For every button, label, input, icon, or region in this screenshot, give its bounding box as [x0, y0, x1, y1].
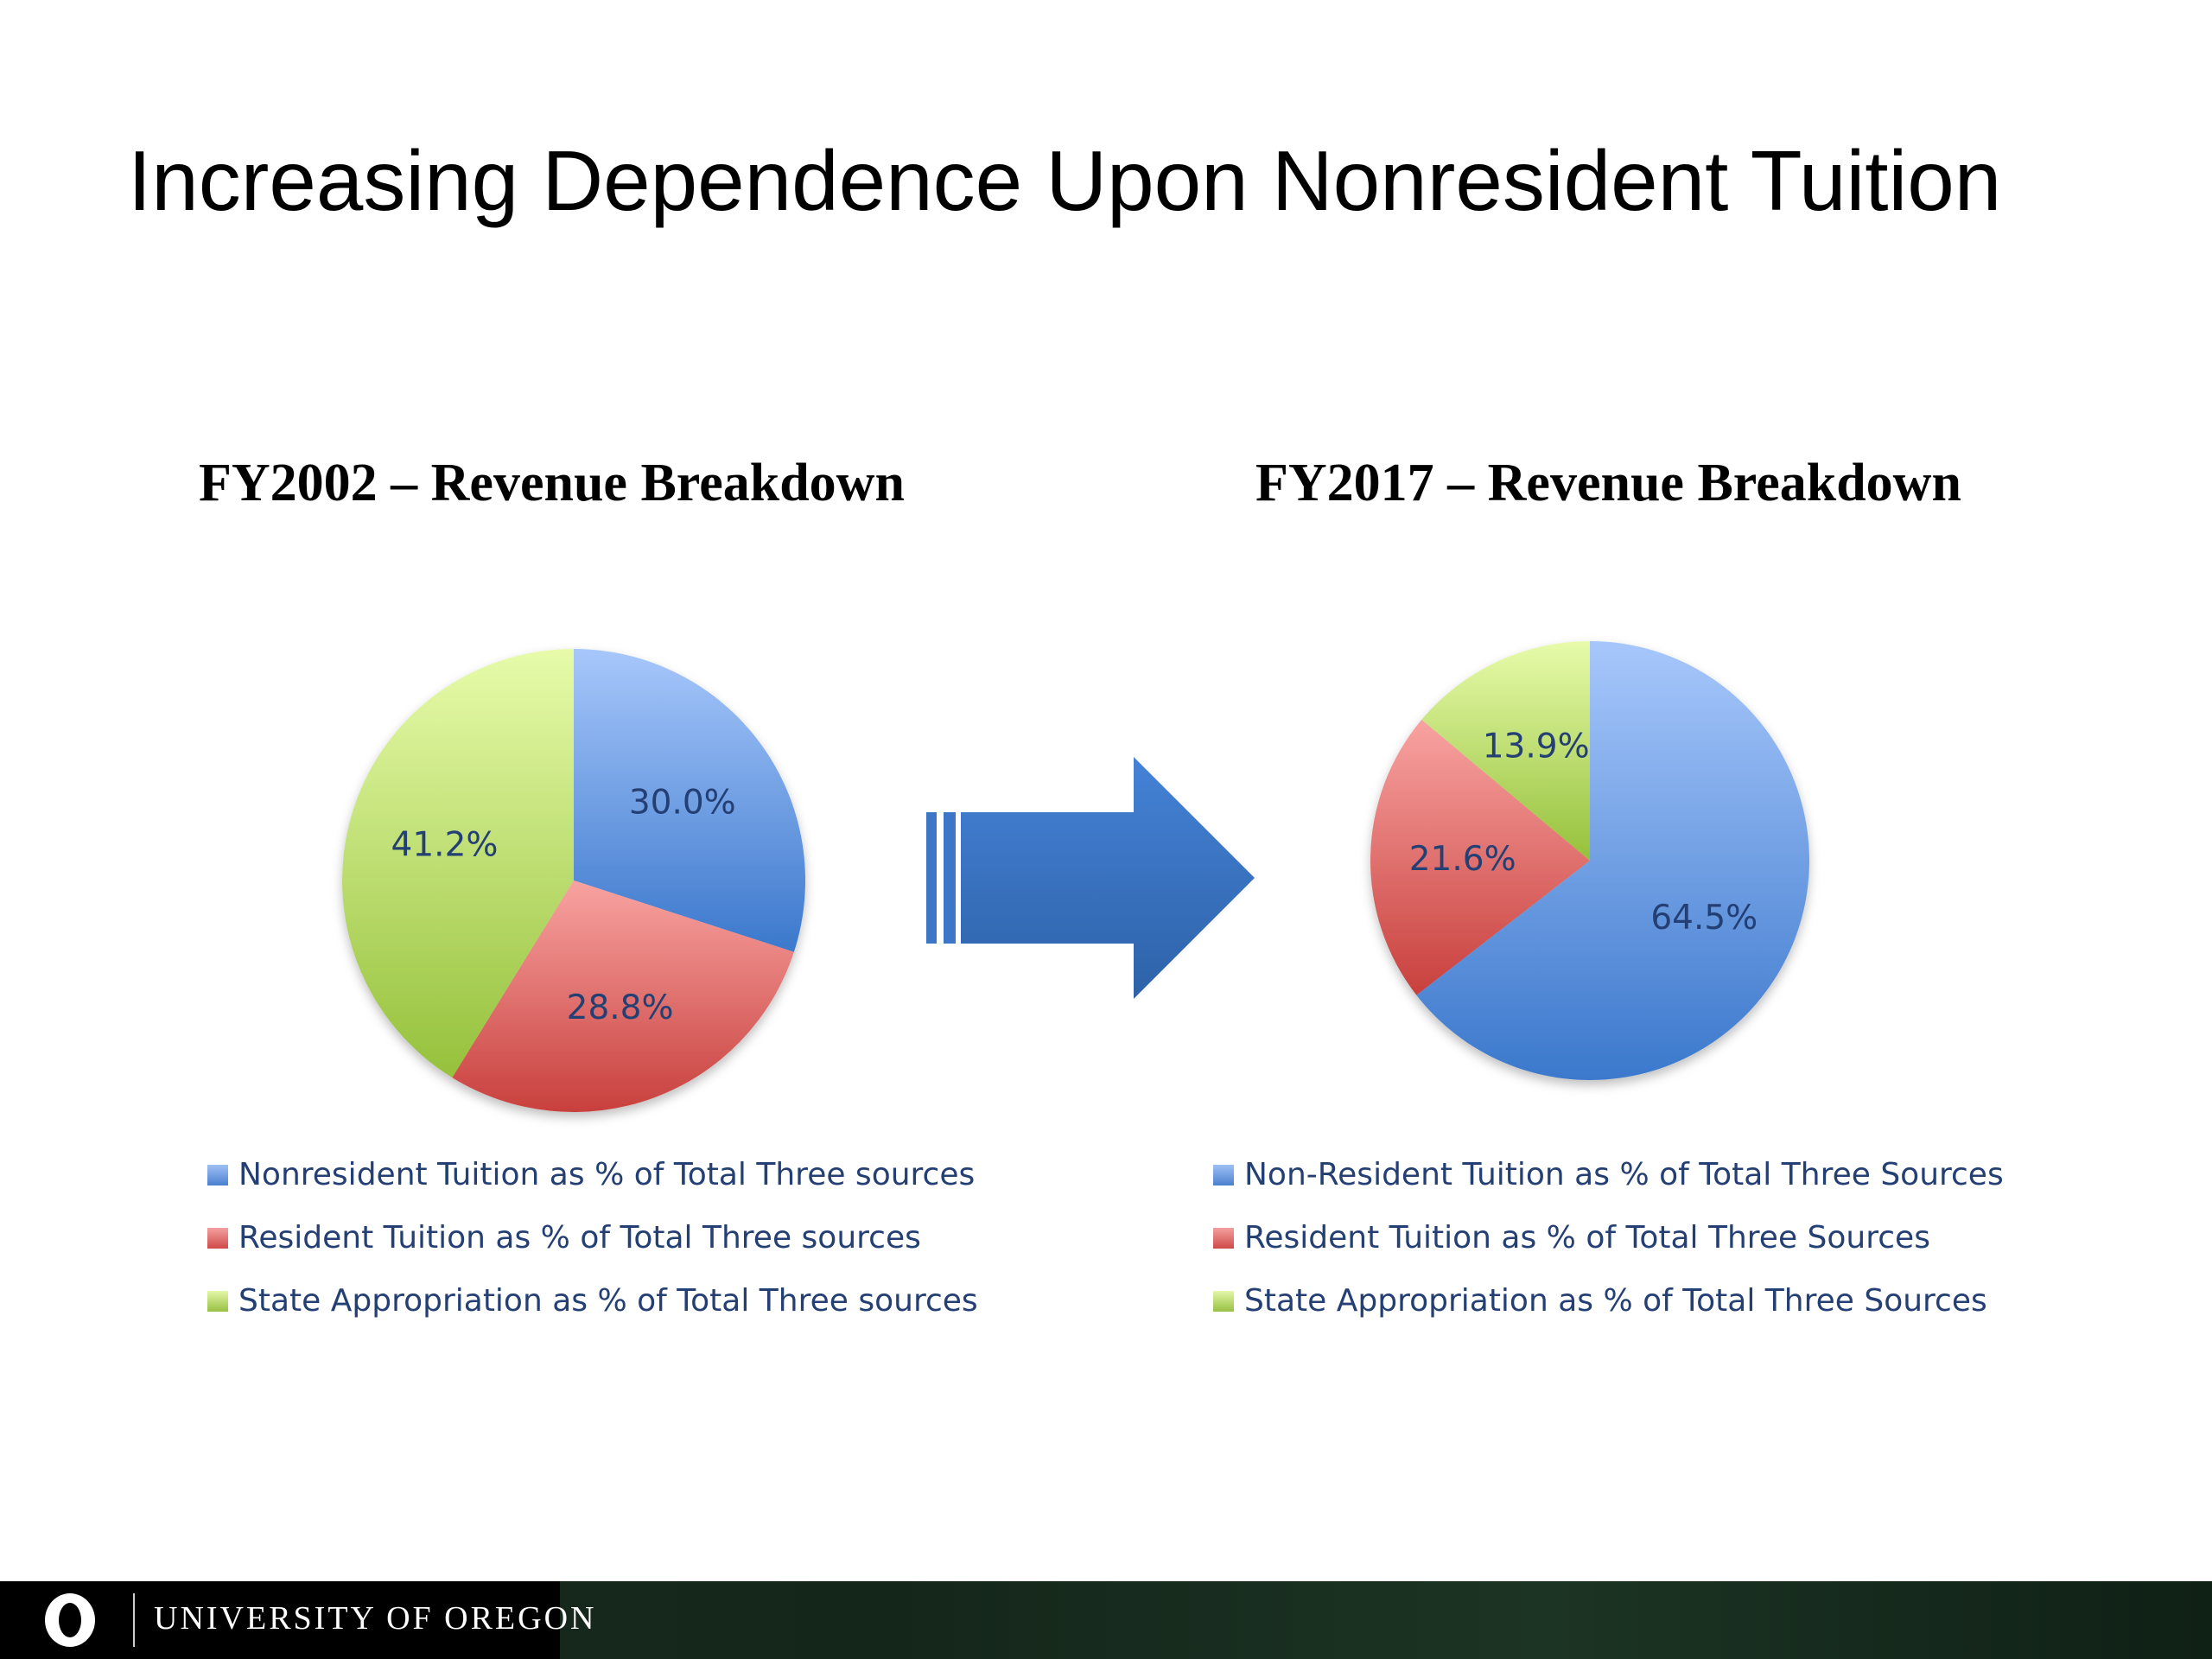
- data-label: 30.0%: [629, 784, 736, 823]
- legend-item: Resident Tuition as % of Total Three sou…: [207, 1220, 921, 1255]
- legend-label: Resident Tuition as % of Total Three sou…: [238, 1220, 921, 1255]
- legend-swatch: [207, 1165, 228, 1185]
- pie-chart-fy2017: [1370, 641, 1809, 1081]
- legend-item: Resident Tuition as % of Total Three Sou…: [1213, 1220, 1930, 1255]
- legend-item: Non-Resident Tuition as % of Total Three…: [1213, 1157, 2004, 1192]
- slice-state-appropriation: [1421, 641, 1590, 861]
- data-label: 41.2%: [391, 826, 499, 865]
- legend-label: State Appropriation as % of Total Three …: [1244, 1283, 1987, 1319]
- legend-label: Non-Resident Tuition as % of Total Three…: [1244, 1157, 2004, 1192]
- right-arrow-icon: [926, 757, 1255, 999]
- data-labels-fy2002: 30.0% 28.8% 41.2%: [391, 784, 736, 1027]
- legend-swatch: [207, 1291, 228, 1312]
- slice-resident-tuition: [452, 880, 794, 1113]
- legend-item: State Appropriation as % of Total Three …: [207, 1283, 978, 1319]
- legend-label: Resident Tuition as % of Total Three Sou…: [1244, 1220, 1930, 1255]
- data-labels-fy2017: 64.5% 21.6% 13.9%: [1409, 728, 1758, 938]
- legend-label: Nonresident Tuition as % of Total Three …: [238, 1157, 975, 1192]
- data-label: 13.9%: [1483, 728, 1590, 766]
- legend-fy2002: Nonresident Tuition as % of Total Three …: [207, 1157, 978, 1319]
- footer-divider: [133, 1593, 135, 1647]
- legend-swatch: [1213, 1228, 1234, 1249]
- data-label: 28.8%: [567, 988, 674, 1027]
- slide-title: Increasing Dependence Upon Nonresident T…: [128, 133, 2002, 228]
- chart-title-fy2002: FY2002 – Revenue Breakdown: [199, 454, 905, 512]
- pie-chart-fy2002: [341, 648, 806, 1113]
- slice-nonresident-tuition: [1416, 641, 1809, 1081]
- legend-label: State Appropriation as % of Total Three …: [238, 1283, 978, 1319]
- legend-swatch: [1213, 1291, 1234, 1312]
- footer-bar: UNIVERSITY OF OREGON: [0, 1581, 2212, 1659]
- legend-swatch: [1213, 1165, 1234, 1185]
- slice-resident-tuition: [1370, 719, 1590, 995]
- legend-swatch: [207, 1228, 228, 1249]
- institution-name: UNIVERSITY OF OREGON: [154, 1600, 597, 1637]
- data-label: 64.5%: [1650, 899, 1758, 938]
- data-label: 21.6%: [1409, 840, 1516, 879]
- legend-item: Nonresident Tuition as % of Total Three …: [207, 1157, 975, 1192]
- o-logo-icon: [45, 1593, 95, 1647]
- legend-fy2017: Non-Resident Tuition as % of Total Three…: [1213, 1157, 2004, 1319]
- chart-title-fy2017: FY2017 – Revenue Breakdown: [1255, 454, 1961, 512]
- slice-state-appropriation: [341, 648, 574, 1078]
- slice-nonresident-tuition: [574, 649, 806, 952]
- legend-item: State Appropriation as % of Total Three …: [1213, 1283, 1987, 1319]
- footer-brand: UNIVERSITY OF OREGON: [0, 1581, 594, 1659]
